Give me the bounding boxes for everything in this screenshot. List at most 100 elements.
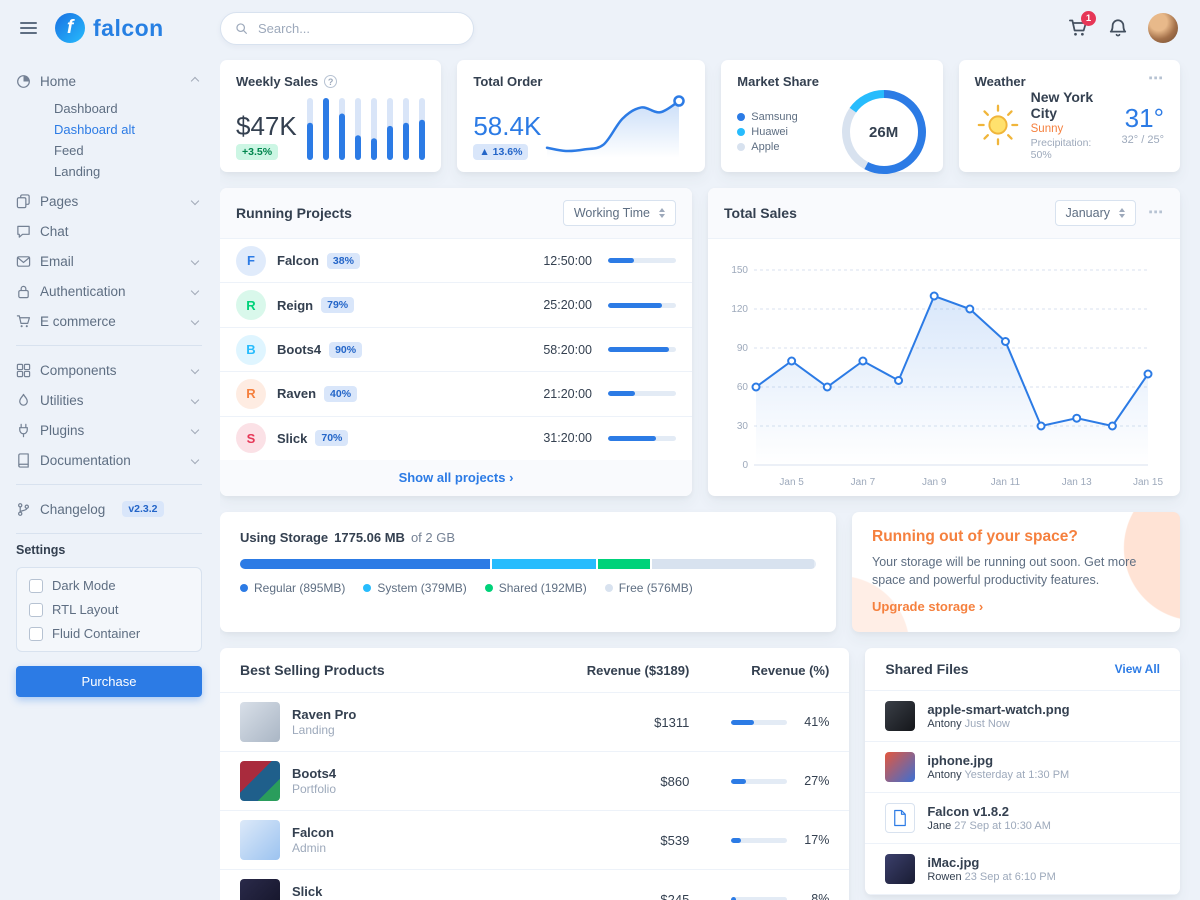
sidebar-item-feed[interactable]: Feed	[54, 143, 84, 158]
logo-text: falcon	[93, 14, 164, 41]
project-list: F Falcon 38% 12:50:00 R Reign 79% 25:20:…	[220, 239, 692, 460]
list-item: iphone.jpg Antony Yesterday at 1:30 PM	[865, 742, 1180, 793]
sidebar-item-label: Email	[40, 253, 74, 269]
view-all-link[interactable]: View All	[1114, 662, 1160, 676]
revenue-percent-column-header: Revenue (%)	[751, 662, 830, 678]
dark-mode-checkbox[interactable]: Dark Mode	[29, 578, 189, 593]
total-order-value: 58.4K	[473, 111, 542, 141]
svg-text:120: 120	[731, 304, 748, 315]
card-menu-icon[interactable]: ⋯	[1147, 70, 1164, 87]
table-row: Boots4 Portfolio $860 27%	[220, 752, 850, 811]
legend-item: Free (576MB)	[604, 581, 693, 595]
working-time-select[interactable]: Working Time	[562, 200, 676, 226]
chevron-down-icon	[190, 425, 200, 435]
total-sales-line-chart: 0 30 60 90 120 150 Jan 5 Jan 7 Jan 9 Jan 11 Jan 13…	[731, 265, 1163, 488]
sidebar-item-email[interactable]: Email	[16, 246, 202, 276]
checkbox-icon[interactable]	[29, 602, 43, 617]
sidebar-item-plugins[interactable]: Plugins	[16, 415, 202, 445]
running-projects-card: Running Projects Working Time F Falcon 3…	[220, 188, 692, 496]
sidebar-item-chat[interactable]: Chat	[16, 216, 202, 246]
product-category[interactable]: Portfolio	[292, 782, 337, 796]
file-name[interactable]: apple-smart-watch.png	[927, 702, 1070, 717]
project-name[interactable]: Falcon	[277, 253, 319, 269]
falcon-logo[interactable]: f falcon	[55, 13, 164, 43]
user-avatar[interactable]	[1148, 13, 1178, 43]
project-name[interactable]: Boots4	[277, 342, 322, 358]
sidebar-item-utilities[interactable]: Utilities	[16, 385, 202, 415]
product-name[interactable]: Boots4	[292, 766, 337, 781]
purchase-button[interactable]: Purchase	[16, 666, 202, 697]
sidebar-item-ecommerce[interactable]: E commerce	[16, 306, 202, 336]
bell-icon	[1109, 19, 1127, 37]
sidebar-item-label: Components	[40, 362, 117, 378]
file-time: 23 Sep at 6:10 PM	[964, 871, 1056, 883]
search-input[interactable]	[256, 19, 459, 37]
sidebar-item-authentication[interactable]: Authentication	[16, 276, 202, 306]
storage-segment-free	[652, 559, 815, 569]
market-share-card: Market Share Samsung Huawei Apple 26M	[721, 60, 943, 174]
product-name[interactable]: Raven Pro	[292, 707, 357, 722]
notifications-button[interactable]	[1108, 18, 1128, 38]
sidebar-divider	[16, 484, 202, 485]
weather-card: Weather ⋯ New York City	[958, 60, 1180, 172]
plug-icon	[16, 423, 31, 438]
project-name[interactable]: Reign	[277, 297, 314, 313]
file-author: Antony	[927, 769, 962, 781]
project-name[interactable]: Raven	[277, 386, 317, 402]
upgrade-storage-link[interactable]: Upgrade storage ›	[872, 599, 984, 615]
project-row: F Falcon 38% 12:50:00	[220, 239, 692, 284]
sidebar-item-dashboard-alt[interactable]: Dashboard alt	[54, 122, 135, 137]
file-name[interactable]: iphone.jpg	[927, 753, 994, 768]
sidebar-item-label: Chat	[40, 223, 69, 239]
svg-text:Jan 13: Jan 13	[1062, 477, 1092, 488]
sidebar-item-dashboard[interactable]: Dashboard	[54, 101, 118, 116]
pages-icon	[16, 193, 31, 209]
sidebar-item-landing[interactable]: Landing	[54, 164, 101, 179]
project-progress-bar	[608, 347, 676, 353]
sidebar-item-label: Changelog	[40, 501, 106, 517]
sidebar-item-components[interactable]: Components	[16, 355, 202, 385]
product-name[interactable]: Falcon	[292, 825, 334, 840]
project-progress-bar	[608, 391, 676, 397]
fluid-container-checkbox[interactable]: Fluid Container	[29, 626, 189, 641]
sidebar-divider	[16, 533, 202, 534]
version-badge: v2.3.2	[122, 501, 164, 517]
show-all-projects-link[interactable]: Show all projects ›	[398, 470, 514, 485]
product-category[interactable]: Landing	[292, 723, 335, 737]
product-category[interactable]: Admin	[292, 841, 327, 855]
project-name[interactable]: Slick	[277, 430, 308, 446]
cart-button[interactable]: 1	[1068, 11, 1096, 38]
sidebar-item-documentation[interactable]: Documentation	[16, 445, 202, 475]
revenue-progress-bar	[731, 719, 788, 725]
fire-icon	[16, 393, 31, 408]
file-name[interactable]: iMac.jpg	[927, 855, 980, 870]
product-name[interactable]: Slick	[292, 884, 323, 899]
revenue-percent: 8%	[811, 892, 830, 900]
main-content: Weekly Sales ? $47K +3.5% Total Order	[220, 56, 1200, 900]
weather-range: 32° / 25°	[1121, 133, 1164, 146]
project-row: B Boots4 90% 58:20:00	[220, 328, 692, 373]
checkbox-icon[interactable]	[29, 578, 43, 593]
menu-toggle-button[interactable]	[16, 18, 41, 38]
sidebar-item-home[interactable]: Home	[16, 66, 202, 96]
list-item: Falcon v1.8.2 Jane 27 Sep at 10:30 AM	[865, 793, 1180, 844]
file-thumbnail	[885, 854, 916, 884]
search-box[interactable]	[220, 11, 474, 45]
month-select[interactable]: January	[1054, 200, 1136, 226]
sidebar-item-pages[interactable]: Pages	[16, 186, 202, 216]
rtl-layout-checkbox[interactable]: RTL Layout	[29, 602, 189, 617]
chevron-down-icon	[190, 196, 200, 206]
total-order-badge: ▲ 13.6%	[473, 144, 529, 160]
storage-segment-shared	[598, 559, 653, 569]
list-item: apple-smart-watch.png Antony Just Now	[865, 691, 1180, 742]
help-icon[interactable]: ?	[324, 75, 338, 88]
sidebar-item-changelog[interactable]: Changelog v2.3.2	[16, 494, 202, 524]
project-progress-bar	[608, 258, 676, 264]
product-thumbnail	[240, 702, 280, 742]
checkbox-icon[interactable]	[29, 626, 43, 641]
project-time: 21:20:00	[543, 386, 592, 401]
card-menu-icon[interactable]: ⋯	[1148, 204, 1164, 221]
storage-card: Using Storage 1775.06 MB of 2 GB Regular…	[220, 512, 836, 632]
legend-dot	[737, 113, 746, 121]
file-name[interactable]: Falcon v1.8.2	[927, 804, 1009, 819]
